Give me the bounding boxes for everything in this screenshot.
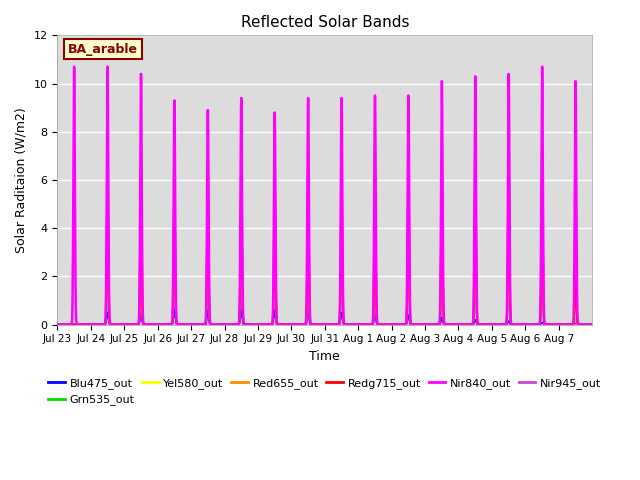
Red655_out bbox=[373, 321, 381, 327]
Nir945_out bbox=[588, 322, 596, 327]
Red655_out bbox=[588, 322, 596, 327]
Redg715_out bbox=[472, 165, 479, 171]
Line: Nir945_out: Nir945_out bbox=[58, 284, 592, 324]
Redg715_out bbox=[164, 322, 172, 327]
Redg715_out bbox=[54, 322, 61, 327]
Redg715_out bbox=[373, 319, 381, 325]
Yel580_out bbox=[237, 257, 245, 263]
Nir945_out bbox=[498, 322, 506, 327]
Red655_out bbox=[511, 322, 519, 327]
Blu475_out bbox=[164, 322, 172, 327]
Blu475_out bbox=[472, 317, 479, 323]
Grn535_out bbox=[237, 271, 245, 277]
Red655_out bbox=[54, 322, 61, 327]
Yel580_out bbox=[588, 322, 596, 327]
Blu475_out bbox=[54, 322, 61, 327]
Blu475_out bbox=[511, 322, 519, 327]
Grn535_out bbox=[472, 282, 479, 288]
Grn535_out bbox=[511, 322, 519, 327]
Line: Grn535_out: Grn535_out bbox=[58, 274, 592, 324]
Nir840_out bbox=[54, 322, 61, 327]
Nir945_out bbox=[373, 321, 381, 327]
Grn535_out bbox=[54, 322, 61, 327]
Redg715_out bbox=[344, 322, 352, 327]
Yel580_out bbox=[164, 322, 172, 327]
Nir840_out bbox=[373, 319, 381, 325]
Title: Reflected Solar Bands: Reflected Solar Bands bbox=[241, 15, 409, 30]
Y-axis label: Solar Raditaion (W/m2): Solar Raditaion (W/m2) bbox=[15, 107, 28, 253]
Line: Redg715_out: Redg715_out bbox=[58, 166, 592, 324]
Redg715_out bbox=[505, 163, 513, 168]
Nir945_out bbox=[204, 281, 212, 287]
Line: Blu475_out: Blu475_out bbox=[58, 310, 592, 324]
Red655_out bbox=[345, 322, 353, 327]
Nir945_out bbox=[511, 322, 519, 327]
Yel580_out bbox=[472, 272, 479, 277]
Red655_out bbox=[204, 165, 212, 171]
Grn535_out bbox=[345, 322, 353, 327]
Yel580_out bbox=[345, 322, 353, 327]
Red655_out bbox=[498, 322, 506, 327]
Grn535_out bbox=[373, 321, 381, 327]
Red655_out bbox=[164, 322, 172, 327]
Nir840_out bbox=[345, 322, 353, 327]
Redg715_out bbox=[498, 322, 506, 327]
Grn535_out bbox=[588, 322, 596, 327]
Line: Yel580_out: Yel580_out bbox=[58, 260, 592, 324]
Blu475_out bbox=[498, 322, 506, 327]
X-axis label: Time: Time bbox=[309, 350, 340, 363]
Nir840_out bbox=[70, 64, 78, 70]
Grn535_out bbox=[498, 322, 506, 327]
Yel580_out bbox=[511, 322, 519, 327]
Legend: Blu475_out, Grn535_out, Yel580_out, Red655_out, Redg715_out, Nir840_out, Nir945_: Blu475_out, Grn535_out, Yel580_out, Red6… bbox=[44, 373, 605, 410]
Nir945_out bbox=[345, 322, 353, 327]
Yel580_out bbox=[373, 321, 381, 327]
Yel580_out bbox=[498, 322, 506, 327]
Line: Nir840_out: Nir840_out bbox=[58, 67, 592, 324]
Nir840_out bbox=[511, 322, 519, 327]
Nir840_out bbox=[588, 322, 596, 327]
Blu475_out bbox=[588, 322, 596, 327]
Text: BA_arable: BA_arable bbox=[68, 43, 138, 56]
Blu475_out bbox=[345, 322, 353, 327]
Red655_out bbox=[472, 219, 479, 225]
Yel580_out bbox=[54, 322, 61, 327]
Line: Red655_out: Red655_out bbox=[58, 168, 592, 324]
Grn535_out bbox=[164, 322, 172, 327]
Redg715_out bbox=[588, 322, 596, 327]
Redg715_out bbox=[511, 322, 519, 327]
Nir945_out bbox=[472, 281, 479, 287]
Nir840_out bbox=[164, 322, 172, 327]
Nir840_out bbox=[498, 322, 506, 327]
Blu475_out bbox=[171, 307, 179, 313]
Nir840_out bbox=[472, 76, 479, 82]
Blu475_out bbox=[373, 322, 381, 327]
Nir945_out bbox=[54, 322, 61, 327]
Nir945_out bbox=[164, 322, 172, 327]
